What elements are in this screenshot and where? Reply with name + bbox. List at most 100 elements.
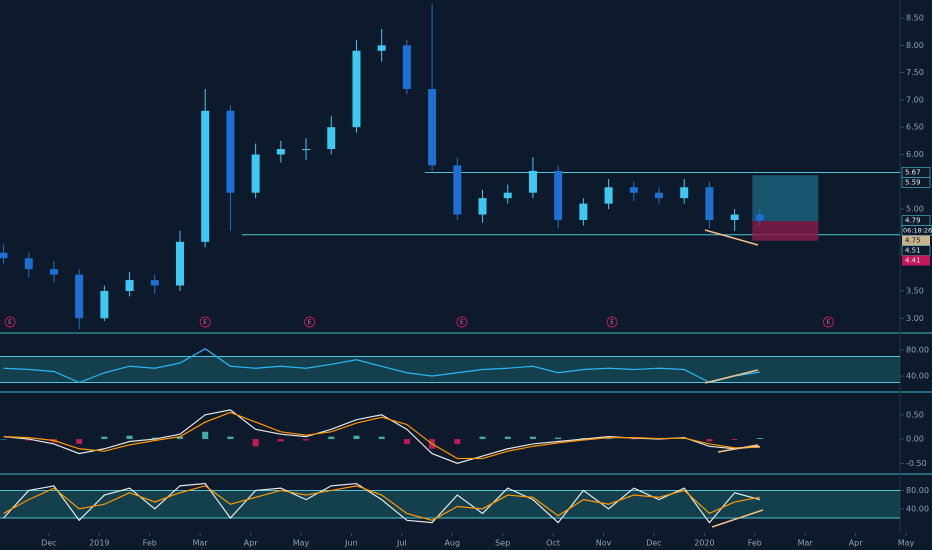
histogram-bar [756,438,763,440]
histogram-bar [378,436,385,440]
candle-body [150,280,159,286]
histogram-bar [25,439,32,441]
event-label: E [460,319,464,326]
x-tick-label: May [898,539,915,548]
marks: 3.00 3.50 5.00 6.00 6.50 7.00 7.50 8.00 8.50 E E E E… [0,4,932,548]
x-tick-label: Jul [396,539,407,548]
x-tick-label: Feb [748,539,762,548]
y-tick-label: 80.00 [906,346,929,355]
candle-body [629,187,638,193]
histogram-bar [303,439,310,441]
indicator-line [3,482,760,524]
y-tick-label: 0.50 [906,410,924,419]
x-tick-label: Aug [444,539,460,548]
y-tick-label: 7.50 [906,68,924,77]
price-tag [901,177,931,188]
indicator-line [3,348,760,384]
price-tag [902,255,930,266]
y-tick-label: 5.00 [906,205,924,214]
candle-body [302,149,311,151]
candle-body [705,187,714,220]
y-tick-label: 40.00 [906,504,929,513]
candle-body [125,280,134,291]
histogram-bar [529,436,536,440]
x-tick-label: Oct [546,539,560,548]
histogram-bar [202,431,209,440]
histogram-bar [605,438,612,440]
event-marker [822,316,834,328]
event-label: E [203,319,207,326]
candle-body [0,252,8,259]
histogram-bar [151,437,158,440]
histogram-bar [76,439,83,444]
candle-body [176,241,184,286]
candle-body [75,274,84,319]
price-tag-label: 5.59 [905,179,921,187]
histogram-bar [101,436,108,440]
histogram-bar [0,439,7,440]
x-tick-label: Sep [495,539,510,548]
candle-body [276,149,285,155]
timer-label: 06:18:26 [903,227,932,235]
event-marker [304,316,316,328]
indicator-line [3,411,760,460]
divergence-line [704,229,759,246]
event-marker [456,316,468,328]
histogram-bar [177,436,183,440]
y-tick-label: -0.50 [906,459,927,468]
histogram-bar [328,436,335,440]
indicator-line [3,485,760,521]
event-label: E [827,319,831,326]
price-tag-label: 4.79 [905,217,921,225]
divergence-line [717,444,759,453]
x-tick-label: Apr [244,539,259,548]
y-tick-label: 0.00 [906,435,924,444]
histogram-bar [454,439,461,444]
y-tick-label: 6.50 [906,123,924,132]
y-tick-label: 7.00 [906,95,924,104]
x-tick-label: Nov [596,539,612,548]
candle-body [680,187,689,199]
candle-body [528,170,537,193]
candle-body [100,290,109,319]
histogram-bar [227,436,234,440]
y-tick-label: 8.50 [906,14,924,23]
candle-body [226,110,235,193]
candle-body [604,187,613,204]
x-tick-label: 2020 [694,539,714,548]
x-tick-label: May [293,539,310,548]
x-tick-label: Mar [798,539,814,548]
candle-body [654,192,663,199]
histogram-bar [403,439,410,444]
histogram-bar [479,436,486,440]
histogram-bar [731,439,738,441]
histogram-bar [630,439,637,440]
candle-body [503,192,512,199]
histogram-bar [681,438,688,440]
histogram-bar [555,437,562,440]
histogram-bar [252,439,259,447]
y-tick-label: 8.00 [906,41,924,50]
band [0,356,900,383]
candle-body [49,269,58,275]
histogram-bar [126,435,133,440]
candle-body [755,214,764,221]
event-marker [4,316,16,328]
x-tick-label: Apr [849,539,864,548]
x-tick-label: Dec [646,539,661,548]
y-tick-label: 6.00 [906,150,924,159]
event-marker [606,316,618,328]
histogram-bar [353,435,360,440]
event-label: E [610,319,614,326]
y-tick-label: 3.00 [906,314,924,323]
x-tick-label: Feb [143,539,157,548]
x-tick-label: Jun [344,539,358,548]
candle-body [352,50,361,128]
candle-body [251,154,260,193]
candle-body [201,110,210,242]
histogram-bar [277,439,284,442]
candle-body [402,45,411,89]
candle-body [579,203,588,220]
